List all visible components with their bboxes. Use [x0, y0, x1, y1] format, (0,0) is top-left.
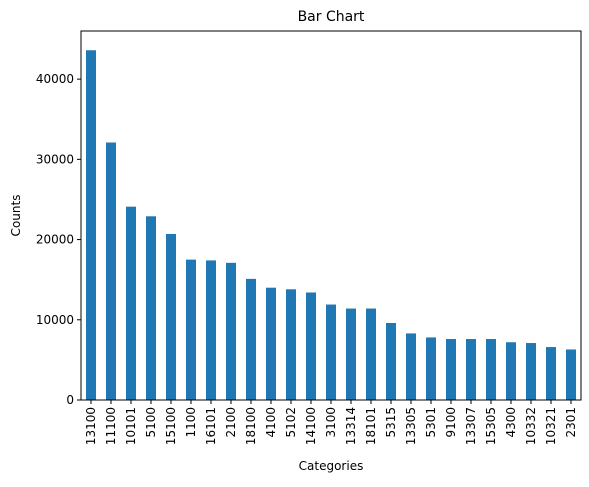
- bar-14100: [306, 292, 316, 400]
- y-axis: 0 10000 20000 30000 40000: [36, 72, 81, 407]
- x-tick-label: 4300: [504, 407, 518, 438]
- x-tick-label: 13307: [464, 407, 478, 445]
- x-tick-label: 2100: [224, 407, 238, 438]
- x-tick-label: 10332: [524, 407, 538, 445]
- y-tick-label: 10000: [36, 313, 74, 327]
- bar-10321: [546, 347, 556, 400]
- bar-13305: [406, 333, 416, 400]
- x-axis: 13100 11100 10101 5100 15100 1100 16101 2100 181…: [84, 400, 578, 445]
- x-axis-label: Categories: [299, 459, 364, 473]
- x-tick-label: 13305: [404, 407, 418, 445]
- x-tick-label: 18101: [364, 407, 378, 445]
- x-tick-label: 4100: [264, 407, 278, 438]
- x-tick-label: 1100: [184, 407, 198, 438]
- x-tick-label: 16101: [204, 407, 218, 445]
- bar-11100: [106, 142, 116, 400]
- x-tick-label: 2301: [564, 407, 578, 438]
- bar-10101: [126, 206, 136, 400]
- x-tick-label: 13314: [344, 407, 358, 445]
- x-tick-label: 10321: [544, 407, 558, 445]
- bar-2301: [566, 349, 576, 400]
- bar-5100: [146, 216, 156, 400]
- bar-5315: [386, 322, 396, 400]
- chart-title: Bar Chart: [298, 9, 365, 25]
- bar-4300: [506, 342, 516, 400]
- x-tick-label: 10101: [124, 407, 138, 445]
- bar-9100: [446, 339, 456, 400]
- x-tick-label: 5301: [424, 407, 438, 438]
- x-tick-label: 5315: [384, 407, 398, 438]
- y-tick-label: 20000: [36, 233, 74, 247]
- x-tick-label: 9100: [444, 407, 458, 438]
- bar-15305: [486, 339, 496, 400]
- x-tick-label: 14100: [304, 407, 318, 445]
- x-tick-label: 13100: [84, 407, 98, 445]
- bar-4100: [266, 287, 276, 400]
- x-tick-label: 11100: [104, 407, 118, 445]
- bar-16101: [206, 260, 216, 400]
- bar-15100: [166, 233, 176, 400]
- bar-18101: [366, 308, 376, 400]
- bar-5301: [426, 337, 436, 400]
- bar-2100: [226, 262, 236, 400]
- y-tick-label: 30000: [36, 152, 74, 166]
- bar-3100: [326, 304, 336, 400]
- bar-1100: [186, 259, 196, 400]
- bar-5102: [286, 289, 296, 400]
- x-tick-label: 15100: [164, 407, 178, 445]
- x-tick-label: 15305: [484, 407, 498, 445]
- y-axis-label: Counts: [9, 195, 23, 237]
- bar-18100: [246, 278, 256, 400]
- bars-group: [86, 50, 576, 401]
- x-tick-label: 18100: [244, 407, 258, 445]
- y-tick-label: 0: [66, 393, 74, 407]
- bar-10332: [526, 343, 536, 400]
- bar-13307: [466, 339, 476, 400]
- y-tick-label: 40000: [36, 72, 74, 86]
- x-tick-label: 5100: [144, 407, 158, 438]
- x-tick-label: 5102: [284, 407, 298, 438]
- x-tick-label: 3100: [324, 407, 338, 438]
- plot-frame: [80, 30, 582, 401]
- bar-13314: [346, 308, 356, 400]
- bar-13100: [86, 50, 96, 401]
